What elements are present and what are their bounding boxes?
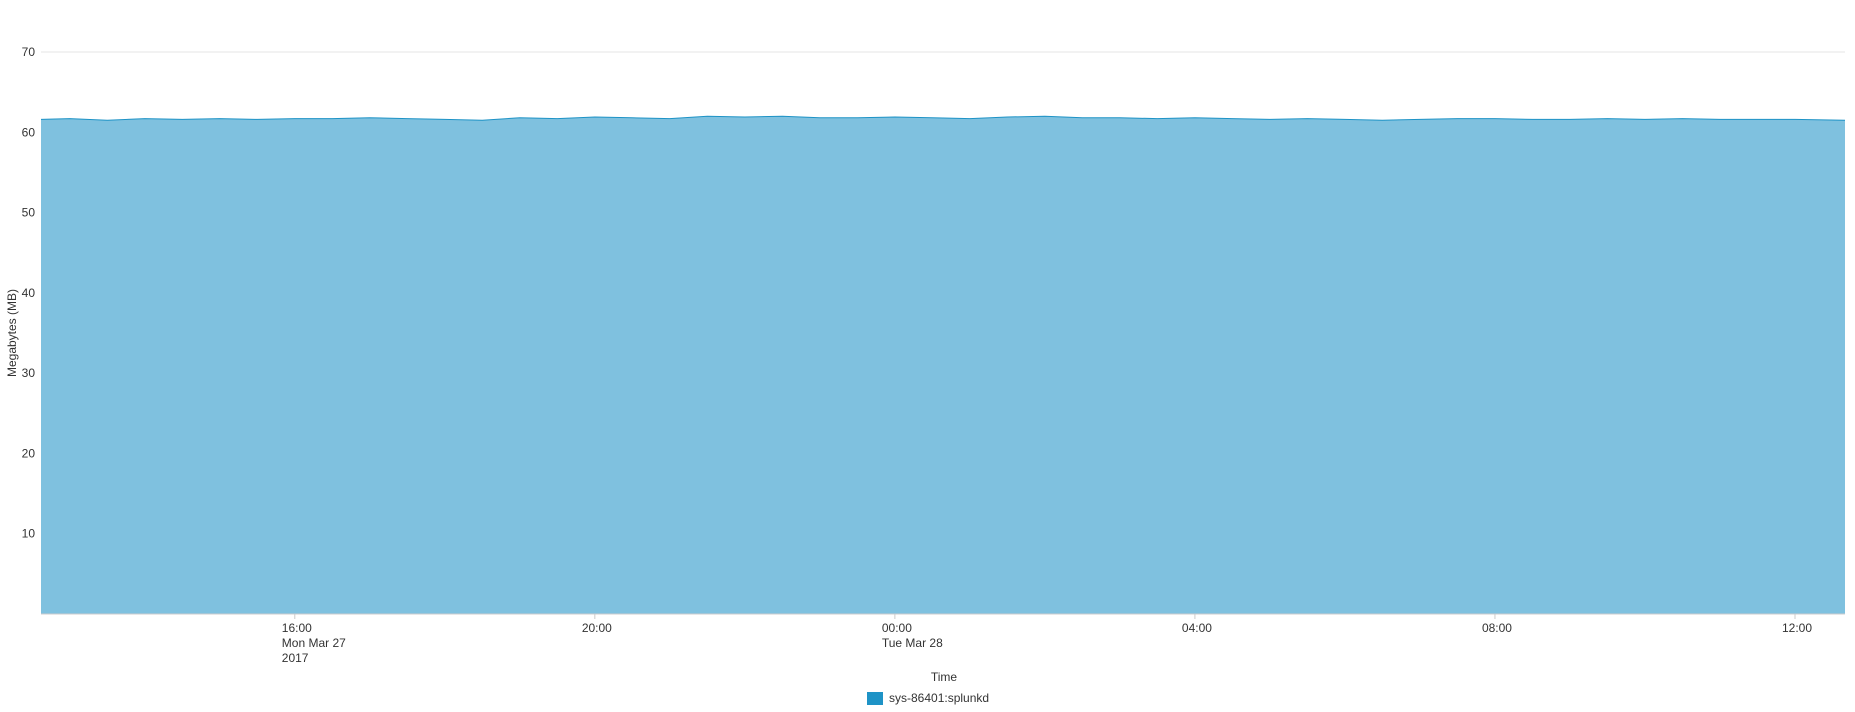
x-tick-label-5-0: 12:00 [1782,621,1812,635]
x-tick-label-0-1: Mon Mar 27 [282,636,346,650]
y-axis-title: Megabytes (MB) [5,289,19,377]
x-tick-label-2-1: Tue Mar 28 [882,636,943,650]
series-layer [40,115,1846,614]
x-axis-title: Time [931,670,958,684]
legend[interactable]: sys-86401:splunkd [867,690,989,706]
x-tick-label-4-0: 08:00 [1482,621,1512,635]
legend-swatch [867,691,883,705]
x-tick-label-0-2: 2017 [282,651,309,665]
y-tick-label-60: 60 [22,125,36,139]
y-tick-label-70: 70 [22,45,36,59]
series-area-0 [41,116,1845,614]
y-tick-label-50: 50 [22,206,36,220]
series-line-0 [40,115,1846,121]
y-tick-label-30: 30 [22,366,36,380]
legend-series-label: sys-86401:splunkd [889,691,990,705]
y-tick-label-40: 40 [22,286,36,300]
x-tick-label-3-0: 04:00 [1182,621,1212,635]
x-tick-label-1-0: 20:00 [582,621,612,635]
x-tick-label-0-0: 16:00 [282,621,312,635]
y-tick-label-20: 20 [22,446,36,460]
y-tick-label-10: 10 [22,527,36,541]
x-tick-label-2-0: 00:00 [882,621,912,635]
